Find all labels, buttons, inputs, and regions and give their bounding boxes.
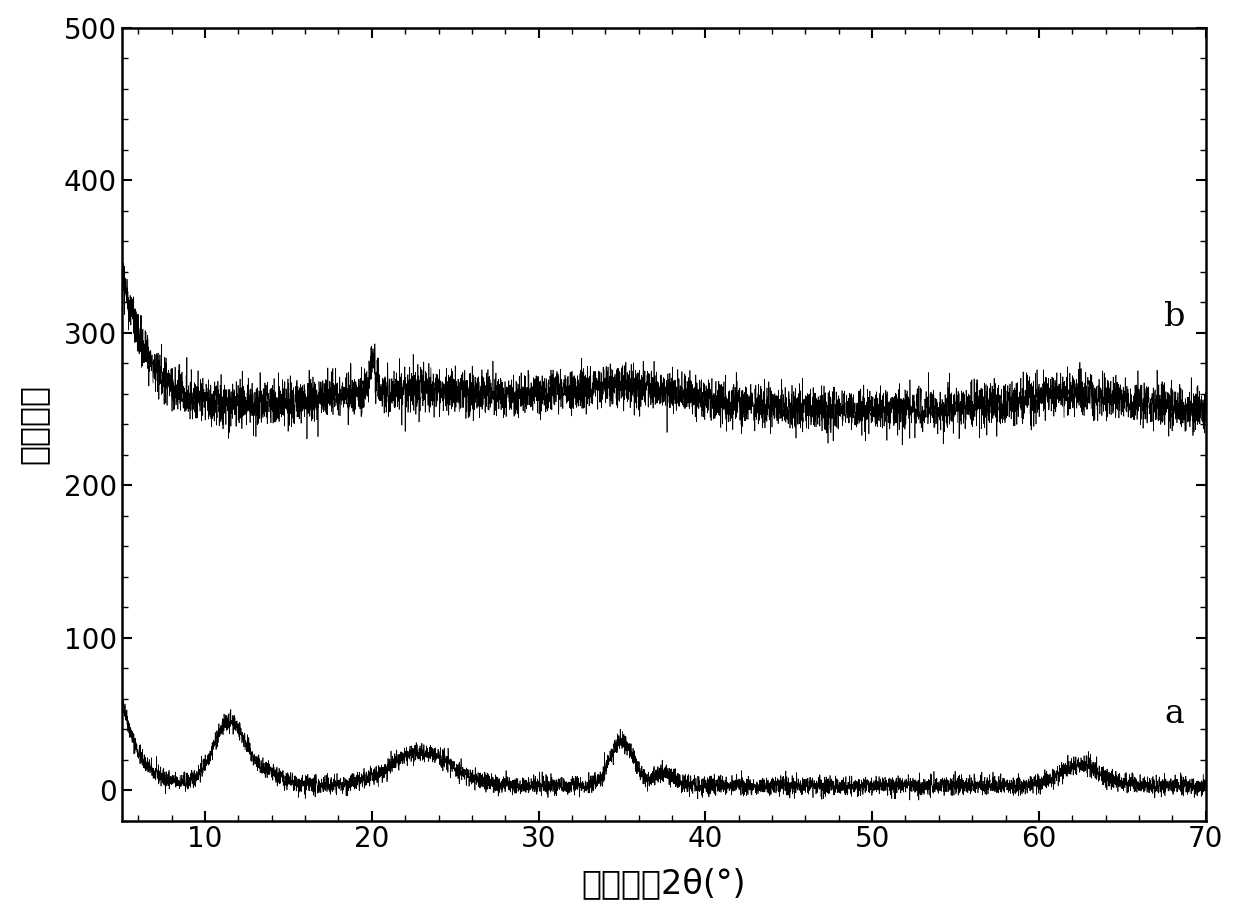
X-axis label: 衍射角剗2θ(°): 衍射角剗2θ(°) [582, 867, 746, 900]
Text: a: a [1164, 698, 1184, 730]
Text: b: b [1164, 302, 1185, 334]
Y-axis label: 相对强度: 相对强度 [16, 384, 50, 464]
